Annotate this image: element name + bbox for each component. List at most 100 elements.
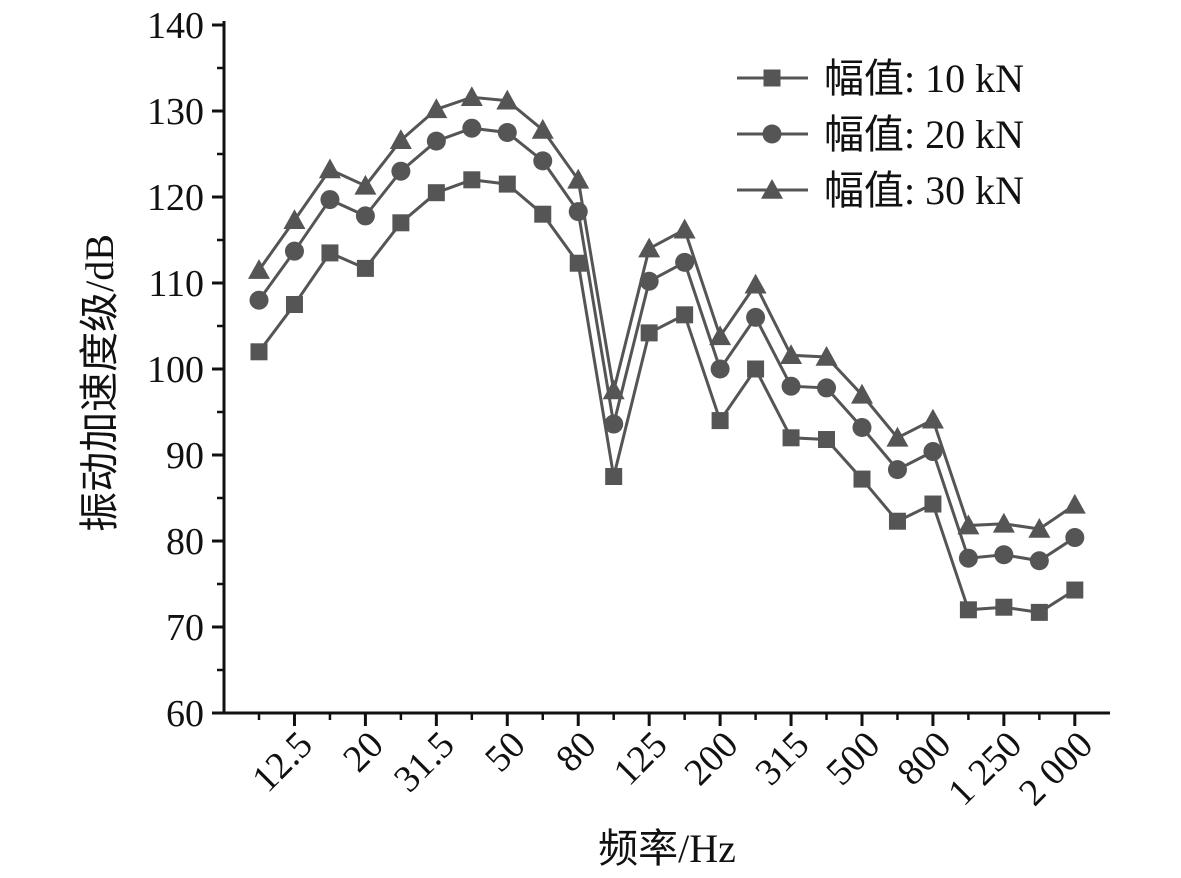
data-point [534, 205, 552, 223]
data-point [709, 325, 732, 346]
data-point [888, 512, 906, 530]
legend-item: 幅值: 10 kN [737, 56, 1024, 101]
data-point [994, 545, 1014, 565]
x-tick-label: 12.5 [244, 724, 321, 801]
legend: 幅值: 10 kN 幅值: 20 kN 幅值: 30 kN [737, 56, 1024, 213]
y-tick-label: 60 [166, 693, 204, 735]
data-point [958, 548, 978, 568]
data-point [924, 495, 942, 513]
y-tick-label: 70 [166, 607, 204, 649]
data-point [676, 306, 694, 324]
series-2 [249, 118, 1085, 571]
data-point [392, 214, 410, 232]
data-point [1028, 517, 1051, 538]
data-point [815, 345, 838, 366]
data-point [318, 158, 341, 179]
y-tick-label: 130 [147, 91, 204, 133]
data-point [1030, 603, 1048, 621]
data-point [496, 89, 519, 110]
data-point [604, 414, 624, 434]
data-point [497, 123, 517, 142]
y-tick-label: 90 [166, 435, 204, 477]
data-point [356, 259, 374, 277]
series-1 [250, 171, 1084, 621]
data-point [284, 241, 304, 261]
data-point [1029, 551, 1049, 571]
data-point [640, 324, 658, 342]
data-point [249, 290, 269, 310]
y-axis-ticks: 60 70 80 90 100 110 120 130 140 [147, 5, 224, 735]
data-point [817, 378, 837, 398]
data-point [250, 343, 268, 361]
data-point [638, 237, 661, 258]
legend-label: 幅值: 30 kN [824, 168, 1024, 213]
data-point [426, 131, 446, 151]
axes [222, 21, 1110, 715]
data-point [746, 307, 766, 327]
data-point [605, 468, 623, 485]
data-point [639, 271, 659, 291]
legend-item: 幅值: 20 kN [737, 112, 1024, 157]
data-point [818, 431, 836, 449]
data-point [747, 360, 765, 378]
data-point [992, 512, 1015, 533]
series-layer [248, 86, 1086, 621]
legend-marker [761, 179, 783, 199]
x-tick-label: 80 [548, 724, 605, 781]
x-axis-title: 频率/Hz [598, 826, 736, 871]
data-point [498, 175, 516, 193]
legend-marker [763, 69, 781, 87]
data-point [673, 218, 696, 239]
series-line [257, 178, 1076, 614]
series-3 [248, 86, 1086, 538]
x-tick-label: 500 [818, 724, 888, 794]
x-tick-label: 125 [606, 724, 676, 794]
series-line [257, 126, 1076, 563]
y-tick-label: 110 [148, 263, 204, 305]
data-point [569, 254, 587, 272]
data-point [887, 460, 907, 480]
data-point [285, 296, 303, 313]
legend-label: 幅值: 10 kN [824, 56, 1024, 101]
y-tick-label: 100 [147, 349, 204, 391]
data-point [1063, 493, 1086, 514]
data-point [675, 252, 695, 272]
data-point [886, 426, 909, 447]
data-point [782, 429, 800, 447]
y-tick-label: 140 [147, 5, 204, 47]
data-point [283, 209, 306, 230]
data-point [531, 118, 554, 139]
data-point [533, 151, 553, 171]
data-point [711, 412, 729, 430]
x-tick-label: 50 [477, 724, 534, 781]
data-point [781, 376, 801, 396]
data-point [355, 206, 375, 226]
data-point [850, 383, 873, 404]
x-tick-label: 200 [676, 724, 746, 794]
data-point [959, 601, 977, 619]
data-point [923, 442, 943, 462]
x-tick-label: 31.5 [386, 724, 463, 801]
legend-marker [762, 124, 782, 144]
data-point [248, 259, 270, 279]
y-tick-label: 80 [166, 521, 204, 563]
data-point [425, 98, 448, 119]
legend-label: 幅值: 20 kN [824, 112, 1024, 157]
data-point [744, 273, 767, 294]
x-tick-label: 20 [335, 724, 392, 781]
data-point [995, 598, 1013, 616]
y-axis-title: 振动加速度级/dB [77, 234, 122, 532]
data-point [957, 514, 980, 535]
data-point [460, 86, 483, 107]
series-line [257, 95, 1076, 531]
x-tick-label: 315 [747, 724, 817, 794]
data-point [852, 417, 872, 437]
data-point [710, 359, 730, 379]
data-point [391, 161, 411, 181]
data-point [853, 470, 871, 488]
x-tick-label: 2 000 [1011, 724, 1101, 814]
data-point [780, 344, 803, 365]
data-point [1066, 581, 1084, 599]
data-point [463, 171, 481, 189]
